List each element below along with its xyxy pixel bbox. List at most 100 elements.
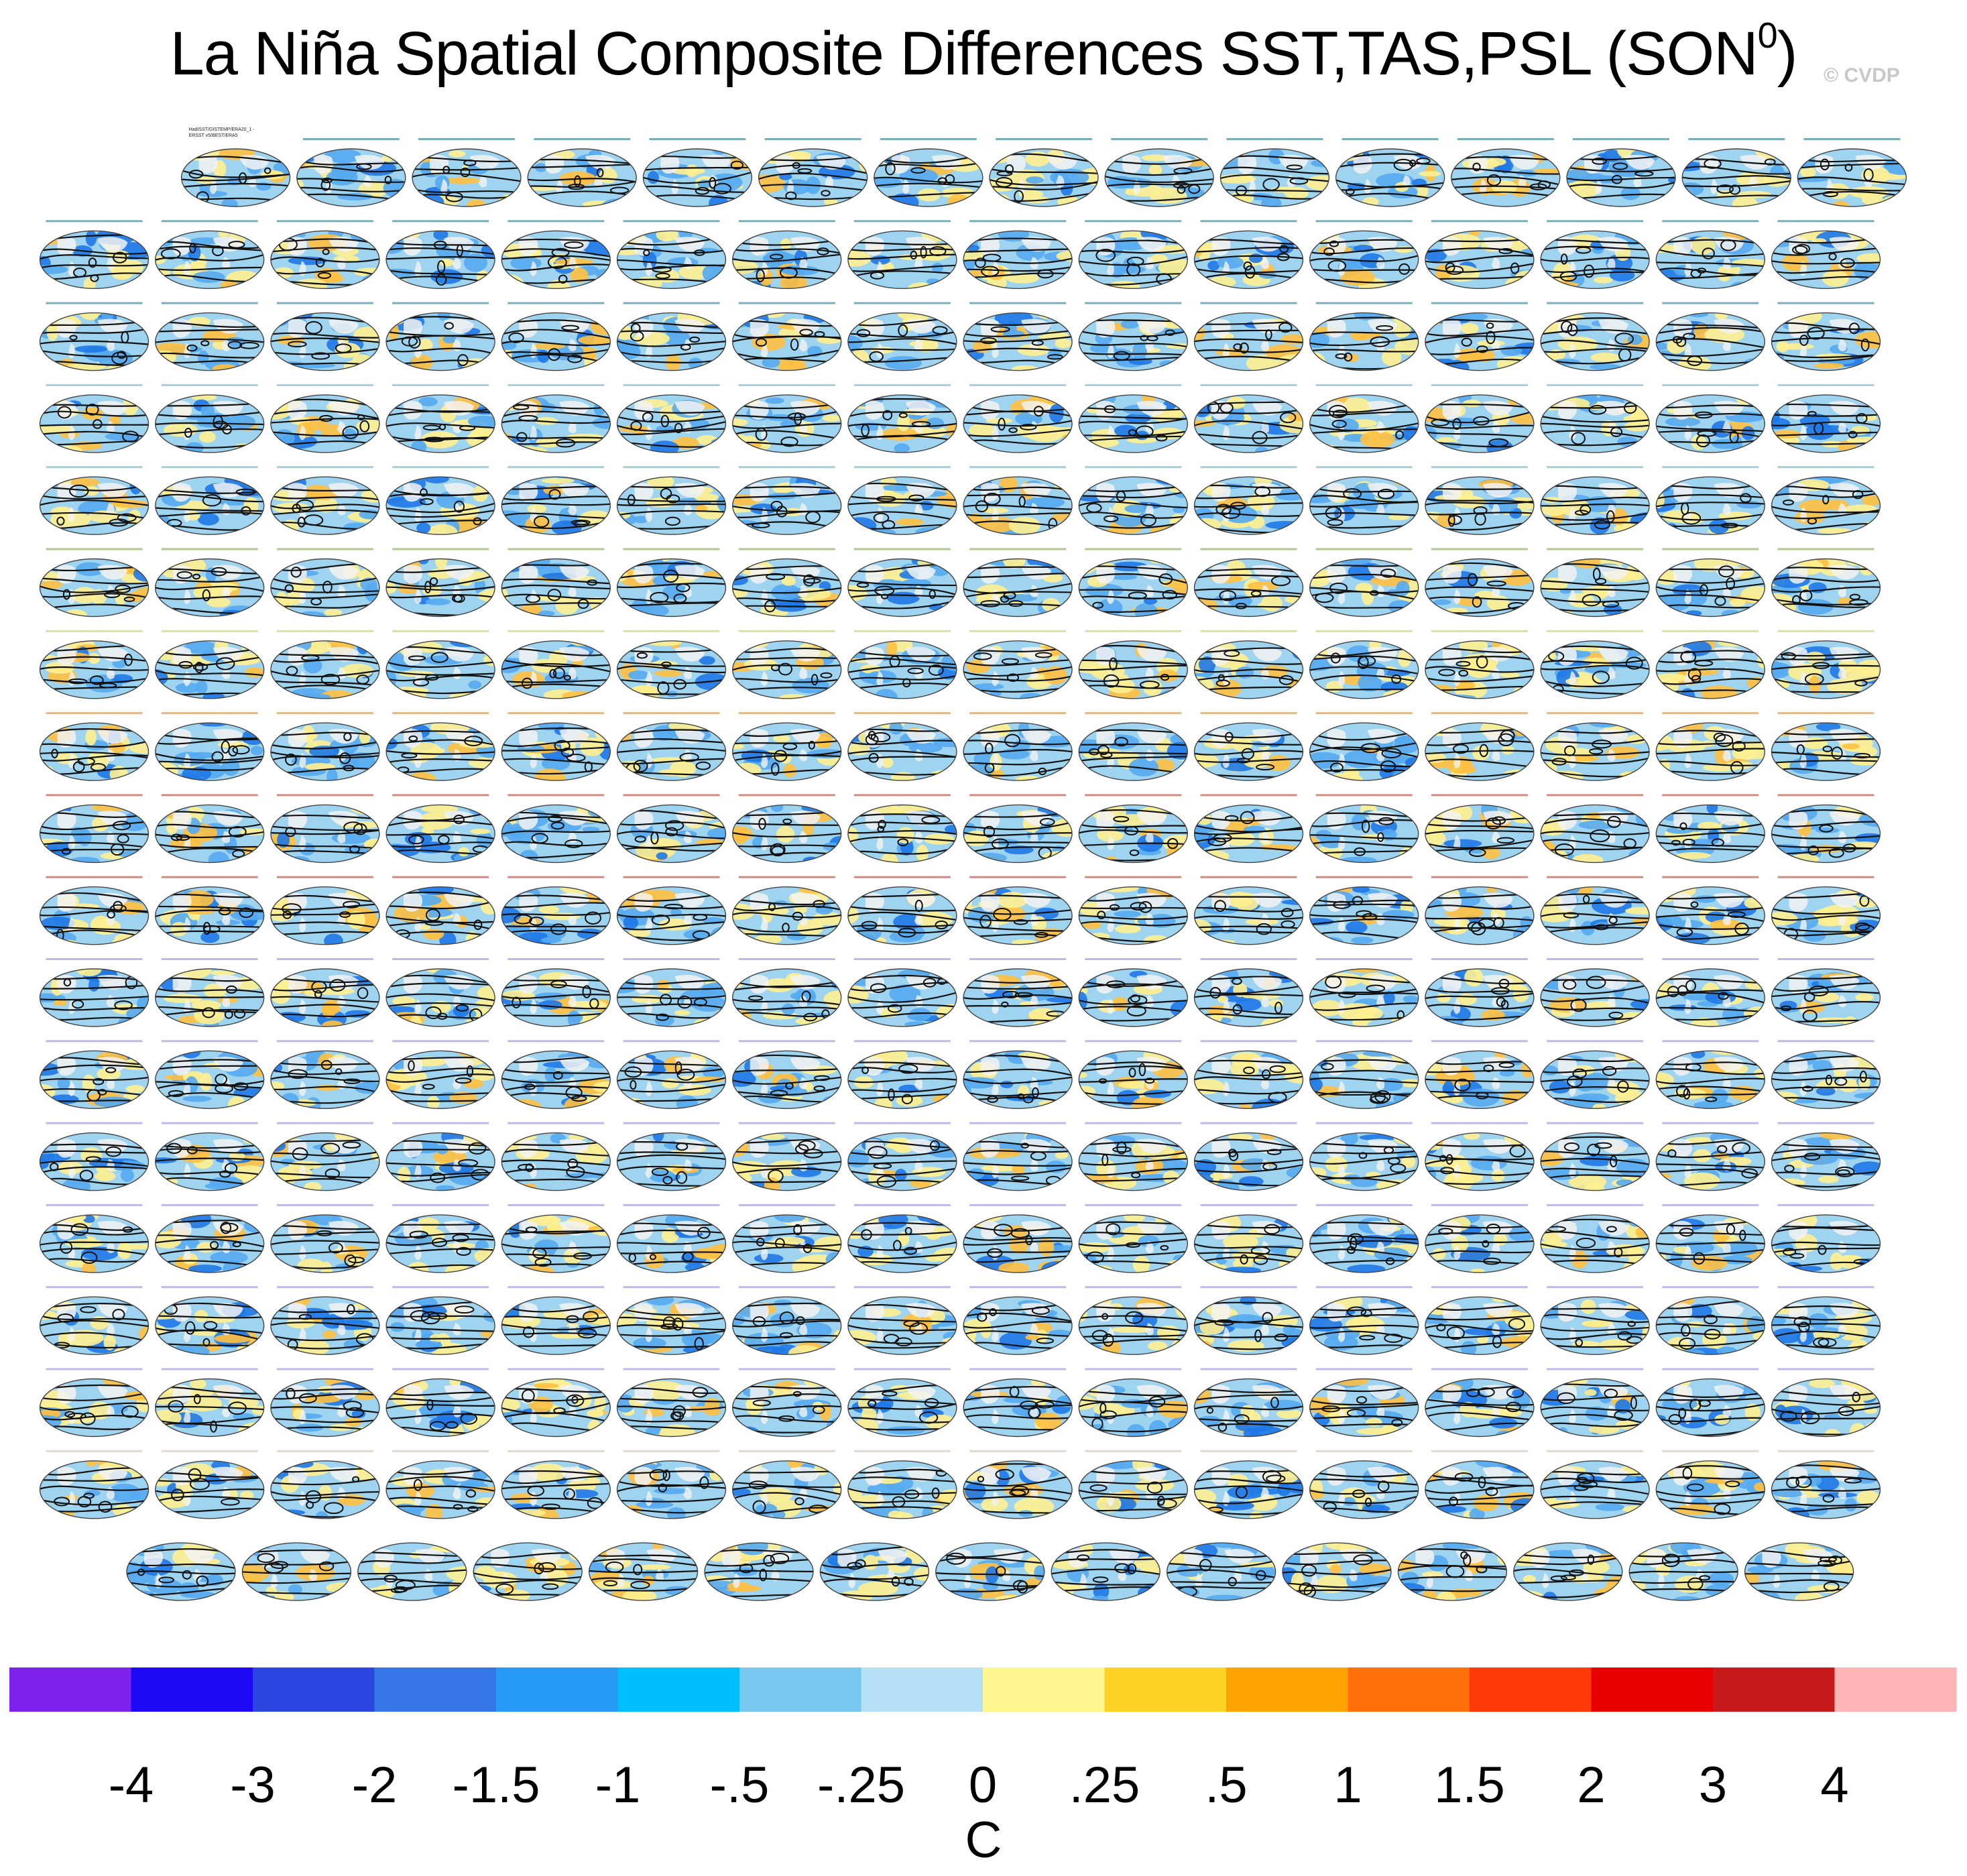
map-panel	[126, 1542, 236, 1601]
map-panel	[1193, 466, 1304, 535]
map-panel	[731, 958, 842, 1027]
map-panel	[963, 712, 1073, 781]
panel-label-strip	[1085, 220, 1182, 223]
panel-label-strip	[46, 384, 143, 386]
panel-label-strip	[1662, 712, 1759, 715]
panel-label-strip	[623, 1204, 720, 1206]
panel-label-strip	[46, 220, 143, 223]
panel-label-strip	[392, 1122, 489, 1124]
panel-label-strip	[738, 1040, 835, 1043]
panel-label-strip	[276, 630, 373, 632]
panel-label-strip	[46, 712, 143, 715]
map-panel	[1655, 876, 1766, 945]
panel-label-strip	[1085, 1204, 1182, 1206]
colorbar-tick-label: .5	[1205, 1757, 1247, 1814]
map-panel	[1771, 548, 1881, 618]
map-panel	[501, 794, 611, 864]
colorbar-tick-label: -2	[352, 1757, 398, 1814]
panel-label-strip	[1085, 1286, 1182, 1289]
map-panel	[1540, 302, 1650, 371]
map-panel	[1425, 466, 1535, 535]
map-panel	[874, 138, 984, 207]
map-panel	[1771, 1204, 1881, 1273]
panel-label-strip	[969, 958, 1067, 960]
panel-label-strip	[1777, 876, 1874, 878]
panel-label-strip	[392, 1286, 489, 1289]
map-panel	[1425, 794, 1535, 864]
panel-label-strip	[1200, 220, 1297, 223]
map-panel	[847, 876, 957, 945]
panel-label-strip	[1547, 1286, 1644, 1289]
map-panel	[1451, 138, 1561, 207]
panel-label-strip	[392, 876, 489, 878]
map-panel	[270, 794, 380, 864]
map-panel	[412, 138, 522, 207]
panel-label-strip	[1662, 1368, 1759, 1370]
panel-label-strip	[623, 630, 720, 632]
map-panel	[39, 794, 150, 864]
map-panel	[1078, 220, 1189, 289]
panel-label-strip	[1315, 220, 1413, 223]
panel-label-strip	[969, 712, 1067, 715]
panel-label-strip	[1085, 712, 1182, 715]
panel-label-strip	[1457, 138, 1554, 140]
map-panel	[1309, 1286, 1419, 1355]
panel-label-strip	[1662, 1286, 1759, 1289]
map-panel	[501, 1040, 611, 1110]
colorbar-tick-label: -.25	[817, 1757, 905, 1814]
map-panel	[616, 220, 727, 289]
map-panel	[385, 1122, 495, 1191]
map-panel	[1771, 1040, 1881, 1110]
panel-label-strip	[1315, 1040, 1413, 1043]
panel-label-strip	[161, 220, 258, 223]
panel-label-strip	[1200, 1450, 1297, 1452]
panel-label-strip	[508, 1368, 605, 1370]
map-panel	[270, 1368, 380, 1438]
panel-label-strip	[996, 138, 1092, 140]
map-panel	[1540, 958, 1650, 1027]
panel-label-strip	[880, 138, 977, 140]
panel-label-strip	[46, 466, 143, 469]
panel-label-strip	[46, 1286, 143, 1289]
map-panel	[616, 384, 727, 453]
map-panel	[1540, 712, 1650, 781]
map-panel	[385, 548, 495, 618]
map-panel	[1309, 712, 1419, 781]
map-panel	[1771, 958, 1881, 1027]
map-panel	[1104, 138, 1214, 207]
map-panel	[501, 302, 611, 371]
map-panel	[1309, 630, 1419, 699]
colorbar-box	[496, 1667, 618, 1712]
panel-label-strip	[738, 466, 835, 469]
panel-label-strip	[1085, 630, 1182, 632]
map-panel	[270, 220, 380, 289]
panel-label-strip	[276, 466, 373, 469]
map-panel	[39, 1040, 150, 1110]
map-panel	[1771, 384, 1881, 453]
colorbar-tick-label: -.5	[710, 1757, 770, 1814]
panel-label-strip	[392, 630, 489, 632]
map-panel	[1655, 220, 1766, 289]
map-panel	[385, 220, 495, 289]
panel-label-strip	[302, 138, 400, 140]
panel-label-strip	[738, 548, 835, 550]
map-panel	[963, 302, 1073, 371]
colorbar-tick-label: -3	[230, 1757, 276, 1814]
map-panel	[704, 1542, 814, 1601]
map-panel	[270, 1040, 380, 1110]
panel-label-strip	[969, 876, 1067, 878]
map-panel	[155, 548, 265, 618]
map-panel	[1655, 302, 1766, 371]
panel-label-strip	[1803, 138, 1901, 140]
map-panel	[1771, 630, 1881, 699]
map-panel	[155, 630, 265, 699]
panel-label-strip	[1200, 1286, 1297, 1289]
panel-label-strip	[738, 876, 835, 878]
map-panel	[385, 466, 495, 535]
map-panel	[39, 384, 150, 453]
map-panel	[847, 794, 957, 864]
map-panel	[1078, 876, 1189, 945]
map-panel	[155, 1450, 265, 1519]
colorbar-tick-label: 0	[969, 1757, 997, 1814]
